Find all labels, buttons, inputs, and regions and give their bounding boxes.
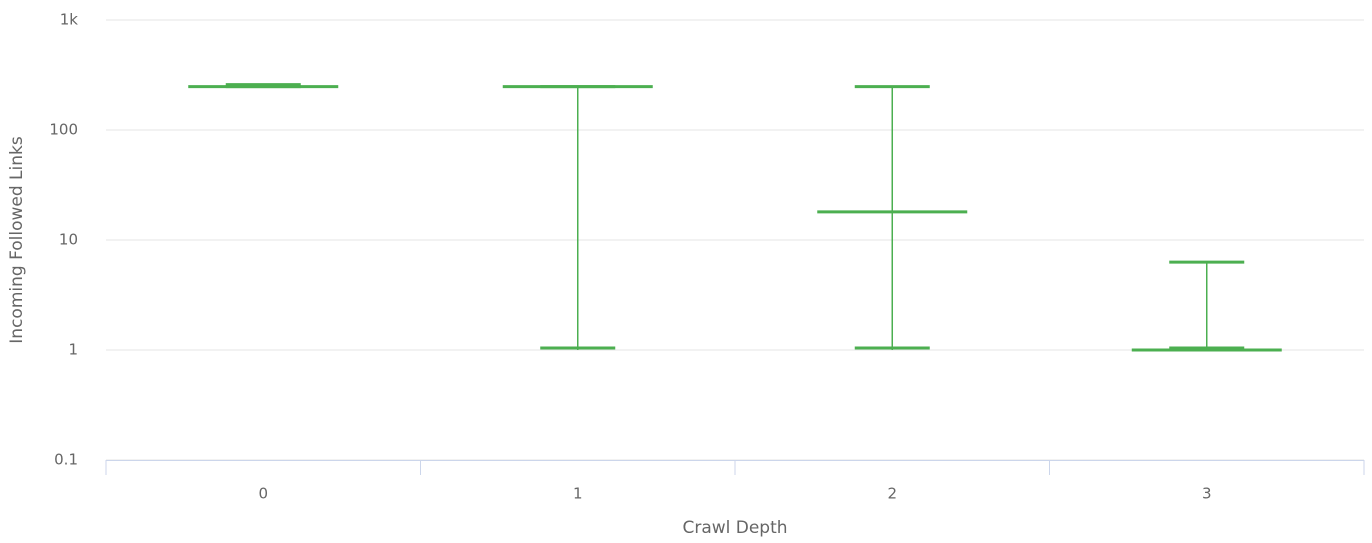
y-tick-label: 10 <box>59 231 78 249</box>
x-tick-label: 1 <box>573 485 583 503</box>
x-tick-label: 2 <box>887 485 897 503</box>
y-tick-label: 1 <box>68 341 78 359</box>
x-tick-label: 0 <box>258 485 268 503</box>
x-tick-label: 3 <box>1202 485 1212 503</box>
y-tick-label: 100 <box>49 121 78 139</box>
y-tick-label: 0.1 <box>54 451 78 469</box>
y-tick-label: 1k <box>60 11 79 29</box>
y-axis-title: Incoming Followed Links <box>7 136 27 344</box>
x-axis-title: Crawl Depth <box>682 518 787 538</box>
